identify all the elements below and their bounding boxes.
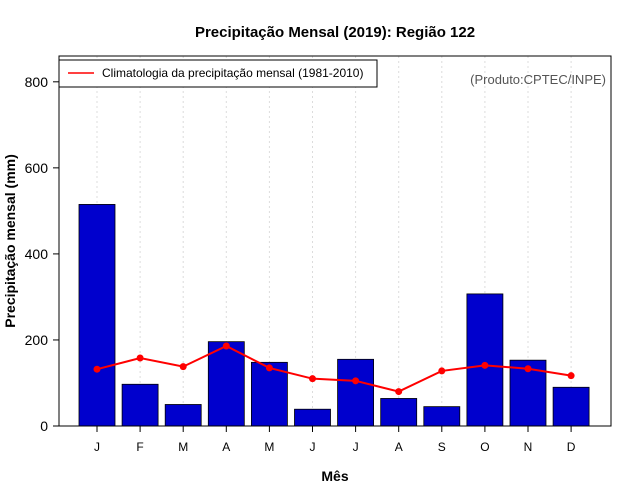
bar-12 — [552, 386, 590, 427]
climatology-point-5 — [265, 364, 273, 372]
bar-4 — [207, 341, 245, 427]
bar-8 — [380, 398, 418, 427]
x-tick-label: M — [178, 440, 188, 454]
climatology-point-10 — [481, 361, 489, 369]
x-axis-label: Mês — [321, 468, 348, 484]
climatology-line — [96, 344, 572, 393]
legend-label: Climatologia da precipitação mensal (198… — [102, 66, 363, 80]
x-tick-label: M — [264, 440, 274, 454]
y-tick-label: 400 — [25, 246, 49, 262]
x-tick-label: O — [480, 440, 489, 454]
y-axis: 0 200 400 600 800 — [25, 74, 59, 434]
x-tick-label: F — [136, 440, 143, 454]
climatology-point-1 — [93, 365, 101, 373]
y-tick-label: 600 — [25, 160, 49, 176]
climatology-point-12 — [567, 372, 575, 380]
y-axis-label: Precipitação mensal (mm) — [2, 154, 18, 328]
x-tick-label: D — [567, 440, 576, 454]
bar-10 — [466, 293, 504, 427]
climatology-point-8 — [395, 388, 403, 396]
climatology-point-2 — [136, 354, 144, 362]
bar-9 — [423, 406, 461, 427]
climatology-point-4 — [222, 342, 230, 350]
x-tick-label: J — [353, 440, 359, 454]
x-tick-label: N — [524, 440, 533, 454]
climatology-point-6 — [309, 375, 316, 383]
climatology-point-11 — [524, 365, 532, 373]
x-tick-label: S — [438, 440, 446, 454]
x-tick-label: A — [395, 440, 403, 454]
y-tick-label: 0 — [40, 418, 48, 434]
grid-lines — [96, 56, 572, 426]
bar-6 — [294, 408, 331, 427]
source-credit: (Produto:CPTEC/INPE) — [470, 72, 606, 87]
y-tick-label: 200 — [25, 332, 49, 348]
x-tick-label: J — [310, 440, 316, 454]
x-tick-label: A — [222, 440, 230, 454]
climatology-point-3 — [179, 363, 187, 371]
legend: Climatologia da precipitação mensal (198… — [58, 59, 378, 88]
plot-frame — [58, 55, 612, 427]
y-tick-label: 800 — [25, 74, 49, 90]
legend-box — [58, 59, 378, 88]
bars-group — [78, 204, 590, 427]
bar-5 — [250, 361, 288, 427]
bar-2 — [121, 383, 159, 427]
climatology-point-7 — [352, 377, 360, 385]
climatology-line-group — [93, 342, 575, 396]
bar-7 — [337, 358, 375, 427]
x-tick-label: J — [94, 440, 100, 454]
climatology-point-9 — [438, 367, 446, 375]
bar-3 — [164, 404, 202, 427]
bar-1 — [78, 204, 116, 427]
chart-title: Precipitação Mensal (2019): Região 122 — [195, 24, 475, 41]
